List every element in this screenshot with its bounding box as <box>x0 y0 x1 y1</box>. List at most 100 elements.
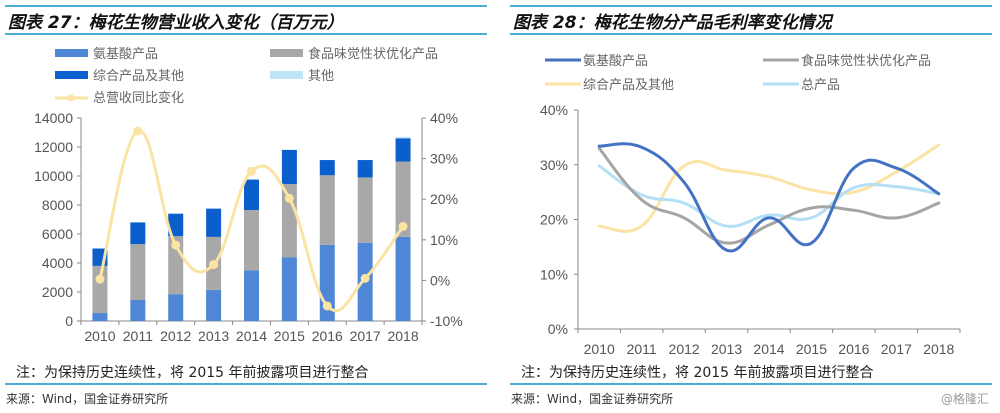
legend-label: 综合产品及其他 <box>93 69 184 84</box>
y-tick-label: 14000 <box>34 110 73 126</box>
x-tick-label: 2014 <box>753 341 784 357</box>
legend-marker <box>67 94 75 102</box>
note-rule <box>510 383 992 385</box>
x-tick-label: 2016 <box>838 341 869 357</box>
y2-tick-label: 20% <box>430 191 458 207</box>
x-tick-label: 2010 <box>84 328 115 344</box>
growth-point <box>322 301 332 311</box>
bar-segment <box>244 178 259 180</box>
x-tick-label: 2012 <box>669 341 700 357</box>
y-tick-label: 0 <box>65 313 73 329</box>
bar-segment <box>168 294 184 321</box>
legend-label: 综合产品及其他 <box>583 78 674 93</box>
growth-point <box>247 166 256 176</box>
legend-swatch <box>270 71 303 79</box>
bar-segment <box>395 136 411 139</box>
x-tick-label: 2017 <box>881 341 912 357</box>
legend-swatch <box>55 49 88 57</box>
x-tick-label: 2010 <box>584 341 615 357</box>
legend-label: 氨基酸产品 <box>583 54 648 69</box>
x-tick-label: 2012 <box>160 328 191 344</box>
bar-segment <box>395 236 411 321</box>
y2-tick-label: 0% <box>430 272 450 288</box>
legend-label: 氨基酸产品 <box>93 47 158 62</box>
note-rule <box>5 383 487 385</box>
growth-point <box>360 273 370 283</box>
bar-segment <box>357 177 373 243</box>
legend-label: 总营收同比变化 <box>93 90 184 106</box>
growth-point <box>209 260 219 270</box>
chart-source: 来源：Wind，国金证券研究所 <box>511 392 674 406</box>
bar-segment <box>281 257 297 321</box>
bar-segment <box>130 299 146 321</box>
y-tick-label: 0% <box>548 321 568 337</box>
bar-segment <box>92 313 108 321</box>
bar-segment <box>319 175 335 245</box>
x-tick-label: 2015 <box>274 328 305 344</box>
y-tick-label: 4000 <box>42 255 73 271</box>
chart-title: 图表 27：梅花生物营业收入变化（百万元） <box>8 13 344 33</box>
bar-segment <box>395 138 411 162</box>
y-tick-label: 10000 <box>34 168 73 184</box>
bar-segment <box>130 244 146 300</box>
title-top-rule <box>5 5 487 7</box>
x-tick-label: 2017 <box>350 328 381 344</box>
x-tick-label: 2016 <box>312 328 343 344</box>
y-tick-label: 8000 <box>42 197 73 213</box>
y2-tick-label: 10% <box>430 232 458 248</box>
bar-segment <box>244 179 259 211</box>
title-bottom-rule <box>510 33 992 35</box>
growth-point <box>95 274 105 284</box>
chart-title: 图表 28：梅花生物分产品毛利率变化情况 <box>513 13 832 33</box>
chart-source: 来源：Wind，国金证券研究所 <box>6 392 169 406</box>
growth-point <box>133 126 143 136</box>
x-tick-label: 2013 <box>198 328 229 344</box>
margin-chart-panel: 图表 28：梅花生物分产品毛利率变化情况 氨基酸产品 食品味觉性状优化产品综合产品… <box>505 0 997 413</box>
legend-label: 食品味觉性状优化产品 <box>308 46 438 62</box>
bar-segment <box>206 289 222 321</box>
x-tick-label: 2011 <box>627 341 657 357</box>
chart-note: 注：为保持历史连续性，将 2015 年前披露项目进行整合 <box>521 365 874 381</box>
x-tick-label: 2013 <box>711 341 742 357</box>
growth-point <box>398 221 408 231</box>
x-tick-label: 2018 <box>923 341 954 357</box>
y2-tick-label: -10% <box>430 313 463 329</box>
x-tick-label: 2014 <box>236 328 267 344</box>
y-tick-label: 12000 <box>34 139 73 155</box>
legend-swatch <box>270 49 303 57</box>
bar-segment <box>206 208 222 237</box>
y-tick-label: 40% <box>540 102 568 118</box>
revenue-chart-panel: 图表 27：梅花生物营业收入变化（百万元） 氨基酸产品 食品味觉性状优化产品综合产… <box>0 0 492 413</box>
y-tick-label: 2000 <box>42 284 73 300</box>
y2-tick-label: 40% <box>430 110 458 126</box>
legend-label: 其他 <box>308 69 334 84</box>
x-tick-label: 2018 <box>387 328 418 344</box>
legend-swatch <box>55 71 88 79</box>
bar-segment <box>130 222 146 245</box>
bar-segment <box>281 149 297 184</box>
growth-point <box>284 193 294 203</box>
growth-point <box>171 240 181 250</box>
title-bottom-rule <box>5 33 487 35</box>
series-line <box>597 146 941 245</box>
x-tick-label: 2015 <box>796 341 827 357</box>
y-tick-label: 10% <box>540 266 568 282</box>
title-top-rule <box>510 5 992 7</box>
bar-segment <box>244 210 259 271</box>
chart-note: 注：为保持历史连续性，将 2015 年前披露项目进行整合 <box>16 365 369 381</box>
y-tick-label: 20% <box>540 212 568 228</box>
y2-tick-label: 30% <box>430 151 458 167</box>
bar-segment <box>281 183 297 258</box>
watermark: @格隆汇 <box>940 392 989 406</box>
legend-label: 食品味觉性状优化产品 <box>801 53 931 69</box>
bar-segment <box>357 160 373 178</box>
legend-label: 总产品 <box>801 78 840 93</box>
bar-segment <box>244 270 259 321</box>
bar-segment <box>395 161 411 237</box>
y-tick-label: 30% <box>540 157 568 173</box>
bar-segment <box>168 213 184 237</box>
